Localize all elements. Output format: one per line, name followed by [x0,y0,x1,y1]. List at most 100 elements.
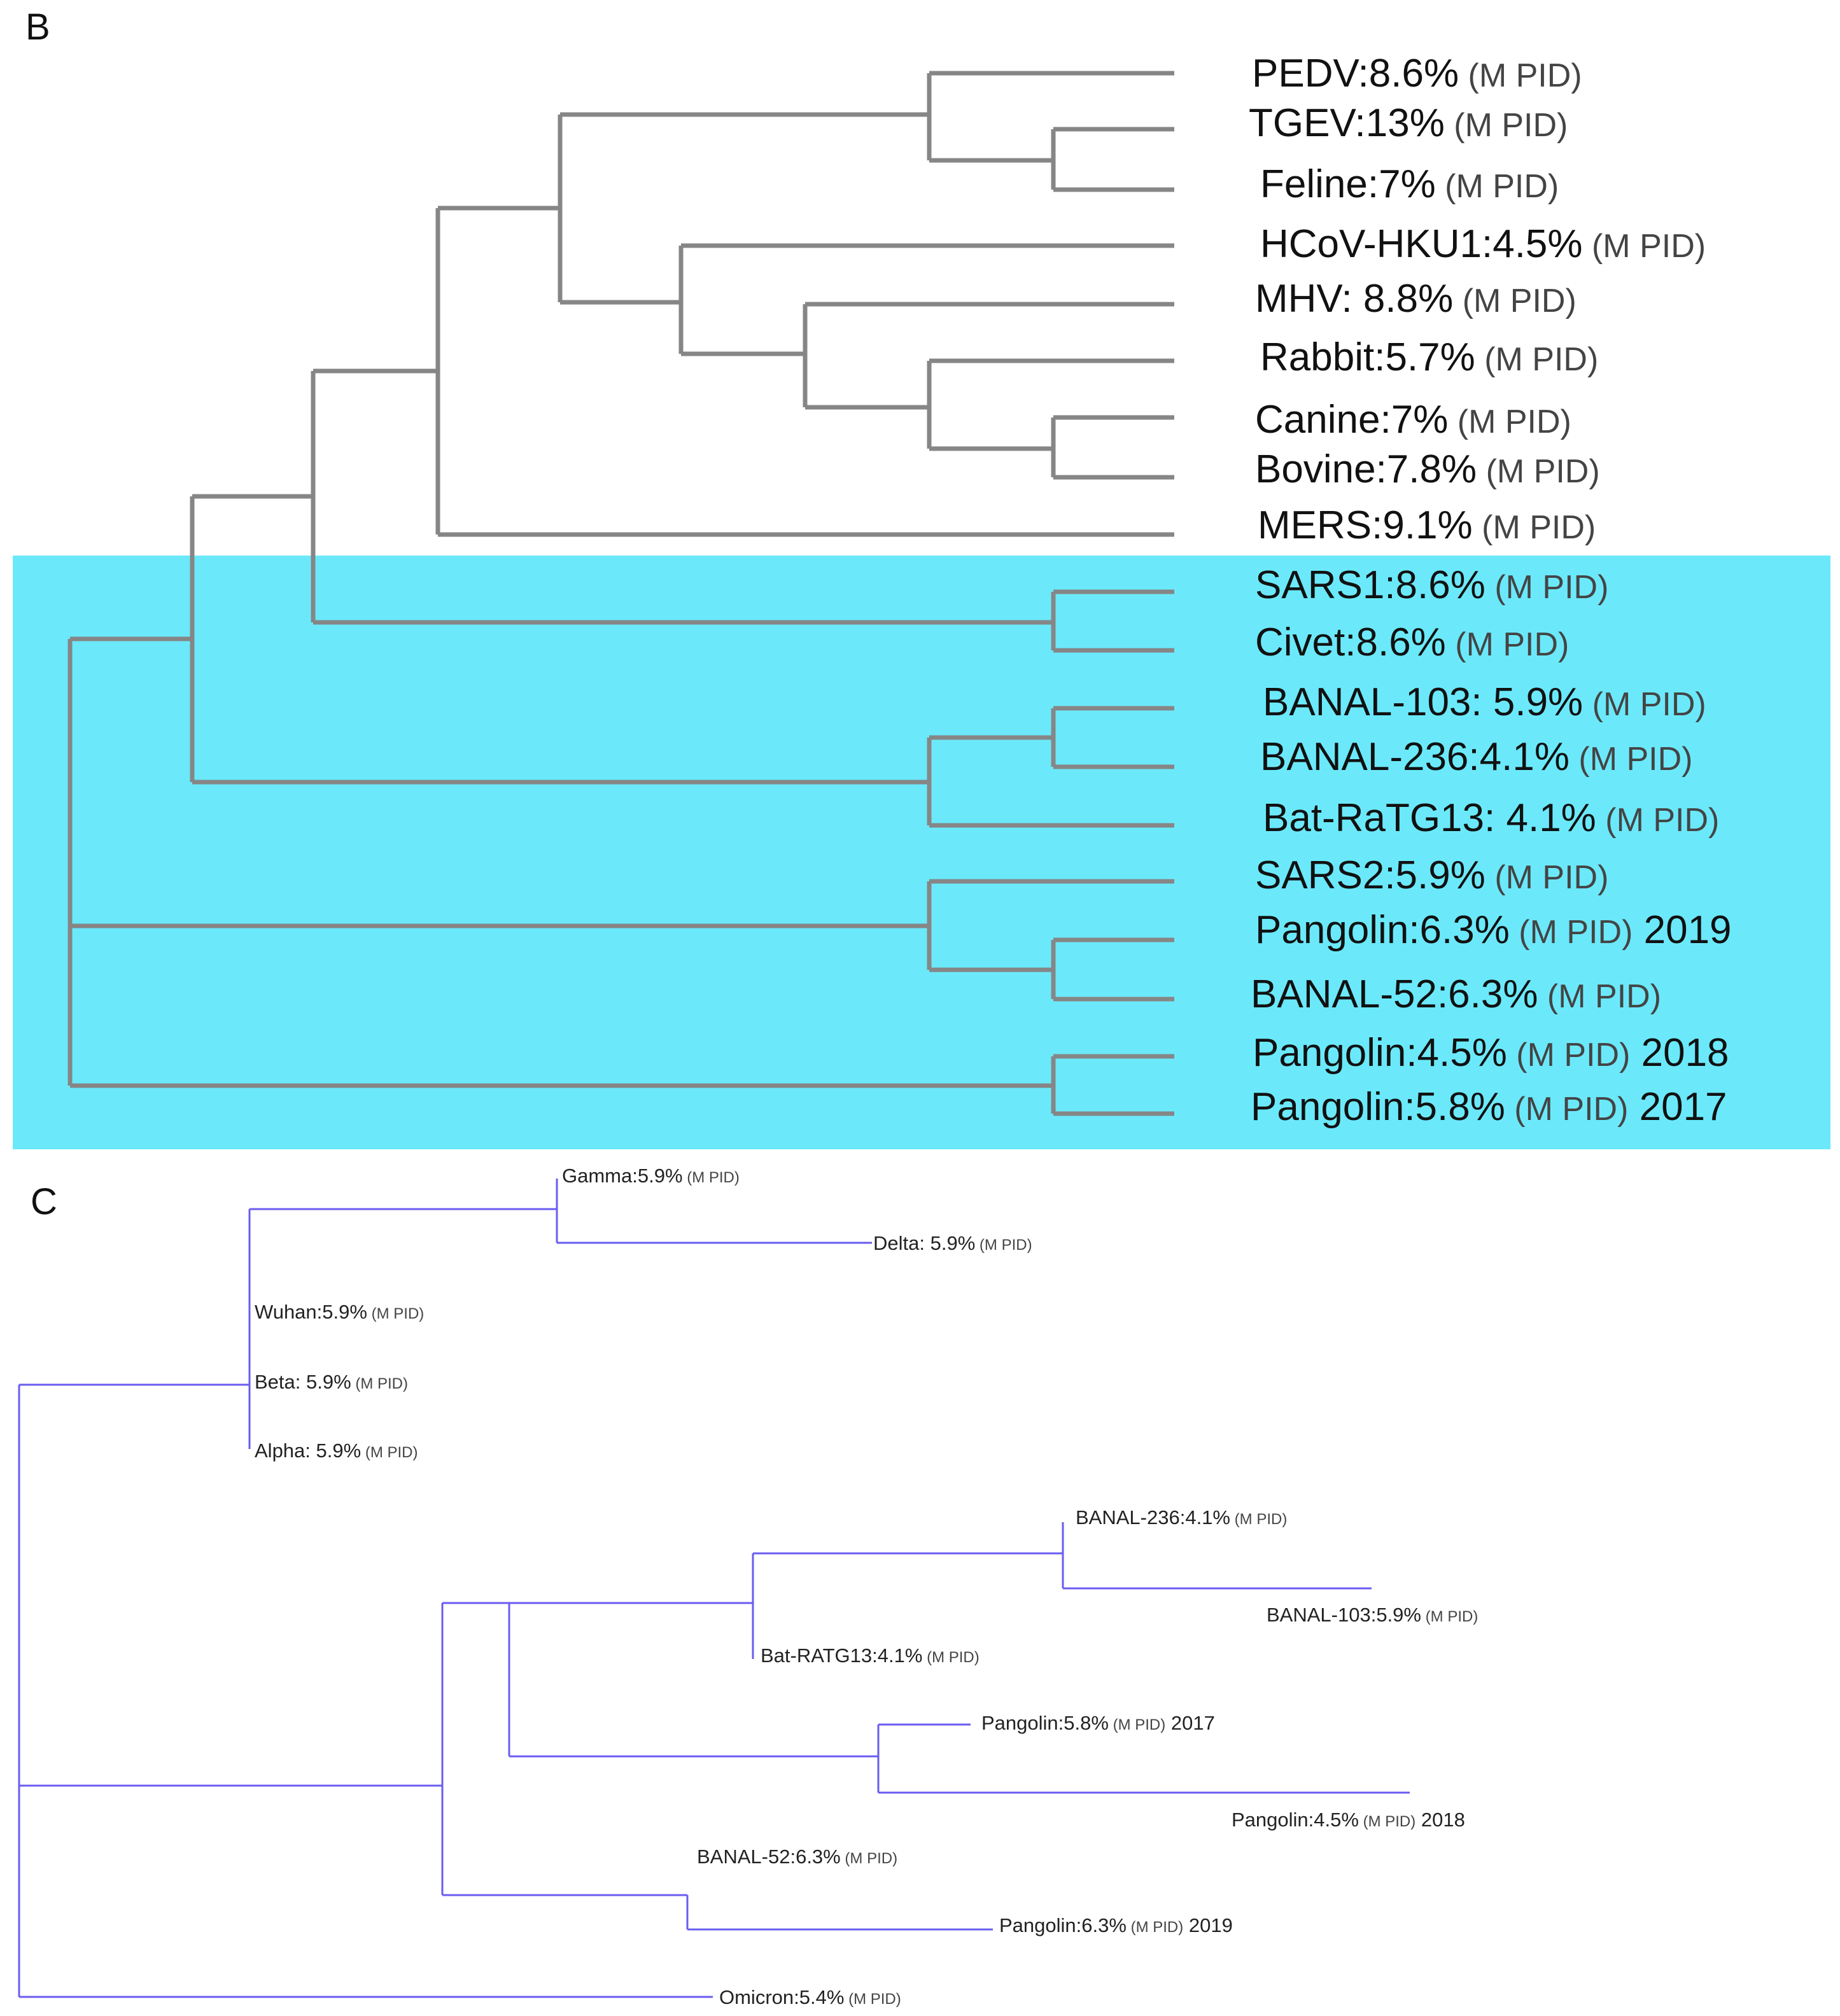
leaf-year: 2019 [1633,908,1731,952]
leaf-name: Rabbit [1260,335,1374,379]
leaf-year: 2017 [1165,1712,1215,1734]
leaf-year: 2017 [1628,1085,1727,1129]
tree-b-leaf-label: PEDV:8.6% (M PID) [1252,52,1582,95]
leaf-year: 2019 [1183,1914,1233,1936]
tree-c-leaf-label: Gamma:5.9% (M PID) [562,1165,740,1187]
tree-b-leaf-label: Bovine:7.8% (M PID) [1255,447,1600,491]
tree-b-leaf-label: BANAL-103: 5.9% (M PID) [1263,680,1706,724]
tree-c-leaf-label: Bat-RATG13:4.1% (M PID) [761,1644,980,1667]
tree-b-branch [1051,706,1174,769]
leaf-year: 2018 [1415,1809,1465,1831]
leaf-mpid: (M PID) [841,1850,897,1867]
panel-c: C Gamma:5.9% (M PID)Delta: 5.9% (M PID)W… [18,1165,1478,2008]
leaf-name: Omicron [719,1986,794,2008]
leaf-percent: :4.1% [872,1644,922,1667]
tree-b-branch [311,368,1053,625]
tree-c-branch [442,1602,878,1758]
leaf-mpid: (M PID) [1507,1037,1631,1074]
tree-b-branch [927,71,1174,163]
tree-b-leaf-label: Pangolin:5.8% (M PID) 2017 [1251,1085,1727,1129]
leaf-percent: :6.3% [790,1845,840,1868]
leaf-name: BANAL-236 [1260,735,1468,779]
leaf-mpid: (M PID) [1583,686,1706,723]
leaf-percent: : 5.9% [1471,680,1583,724]
leaf-mpid: (M PID) [975,1236,1032,1254]
tree-c-branch [877,1723,1410,1794]
tree-b-leaf-label: Bat-RaTG13: 4.1% (M PID) [1263,796,1719,840]
panel-c-letter: C [31,1181,57,1222]
highlight-region [13,556,1830,1149]
tree-c-leaf-label: Beta: 5.9% (M PID) [255,1371,408,1393]
tree-b-branch [435,206,1174,537]
leaf-percent: :4.5% [1309,1809,1359,1831]
tree-b-branch [927,735,1174,828]
leaf-percent: :4.5% [1406,1031,1507,1075]
tree-c-root-branch [18,1383,713,1998]
leaf-percent: :5.9% [632,1165,682,1187]
leaf-percent: :7% [1368,162,1436,206]
tree-b-labels: PEDV:8.6% (M PID)TGEV:13% (M PID)Feline:… [1249,52,1732,1129]
leaf-percent: :6.3% [1437,972,1538,1016]
leaf-name: BANAL-103 [1263,680,1471,724]
panel-b: B [13,6,1830,1149]
leaf-mpid: (M PID) [1475,341,1599,378]
leaf-mpid: (M PID) [1421,1608,1478,1625]
leaf-percent: :7% [1380,398,1448,442]
panel-b-letter: B [25,6,50,48]
tree-b-branch [927,879,1174,972]
leaf-percent: :4.5% [1482,222,1583,266]
tree-b-branch [1051,937,1174,1002]
leaf-name: Bovine [1255,447,1376,491]
tree-c-leaf-label: Pangolin:5.8% (M PID) 2017 [981,1712,1215,1734]
leaf-name: Canine [1255,398,1380,442]
leaf-mpid: (M PID) [1230,1511,1287,1528]
leaf-mpid: (M PID) [1485,859,1609,896]
tree-b-root-branch [67,636,1053,1088]
tree-b-leaf-label: Feline:7% (M PID) [1260,162,1559,206]
tree-b-branch [803,302,1174,410]
leaf-mpid: (M PID) [922,1649,979,1666]
leaf-percent: :8.6% [1358,52,1459,95]
leaf-name: Alpha [255,1439,305,1462]
tree-c-leaf-label: Omicron:5.4% (M PID) [719,1986,901,2008]
tree-c-branch [556,1179,872,1244]
tree-b-branch [1051,415,1174,480]
tree-b-leaf-label: Civet:8.6% (M PID) [1255,620,1569,664]
leaf-mpid: (M PID) [1453,283,1577,319]
leaf-percent: :5.9% [1384,853,1485,897]
leaf-percent: : 8.8% [1341,277,1453,321]
tree-b-leaf-label: Pangolin:4.5% (M PID) 2018 [1253,1031,1729,1075]
leaf-name: Pangolin [981,1712,1058,1734]
tree-b-leaf-label: HCoV-HKU1:4.5% (M PID) [1260,222,1706,266]
tree-b-leaf-label: Pangolin:6.3% (M PID) 2019 [1255,908,1732,952]
leaf-percent: :5.9% [1371,1604,1421,1626]
leaf-percent: :8.6% [1384,563,1485,607]
leaf-percent: : 5.9% [305,1439,361,1462]
tree-b-leaf-label: SARS2:5.9% (M PID) [1255,853,1608,897]
leaf-percent: :6.3% [1076,1914,1127,1936]
leaf-name: BANAL-52 [697,1845,790,1868]
leaf-name: BANAL-52 [1251,972,1437,1016]
leaf-percent: :4.1% [1468,735,1570,779]
leaf-name: SARS2 [1255,853,1384,897]
tree-c-leaf-label: Pangolin:4.5% (M PID) 2018 [1232,1809,1465,1831]
leaf-mpid: (M PID) [361,1444,418,1461]
leaf-mpid: (M PID) [1448,403,1571,440]
leaf-mpid: (M PID) [1485,569,1609,606]
leaf-percent: : 4.1% [1484,796,1596,840]
leaf-name: Feline [1260,162,1368,206]
leaf-name: TGEV [1249,101,1356,145]
leaf-mpid: (M PID) [367,1305,424,1322]
leaf-percent: :9.1% [1372,503,1473,547]
leaf-mpid: (M PID) [351,1375,408,1392]
tree-b-leaf-label: SARS1:8.6% (M PID) [1255,563,1608,607]
tree-b-leaf-label: MHV: 8.8% (M PID) [1255,277,1577,321]
leaf-mpid: (M PID) [1473,509,1596,546]
leaf-mpid: (M PID) [1477,453,1600,490]
leaf-name: Beta [255,1371,296,1393]
leaf-name: Pangolin [1232,1809,1309,1831]
tree-b-branch [1051,1054,1174,1116]
leaf-percent: : 5.9% [919,1232,975,1254]
leaf-name: Bat-RATG13 [761,1644,872,1667]
